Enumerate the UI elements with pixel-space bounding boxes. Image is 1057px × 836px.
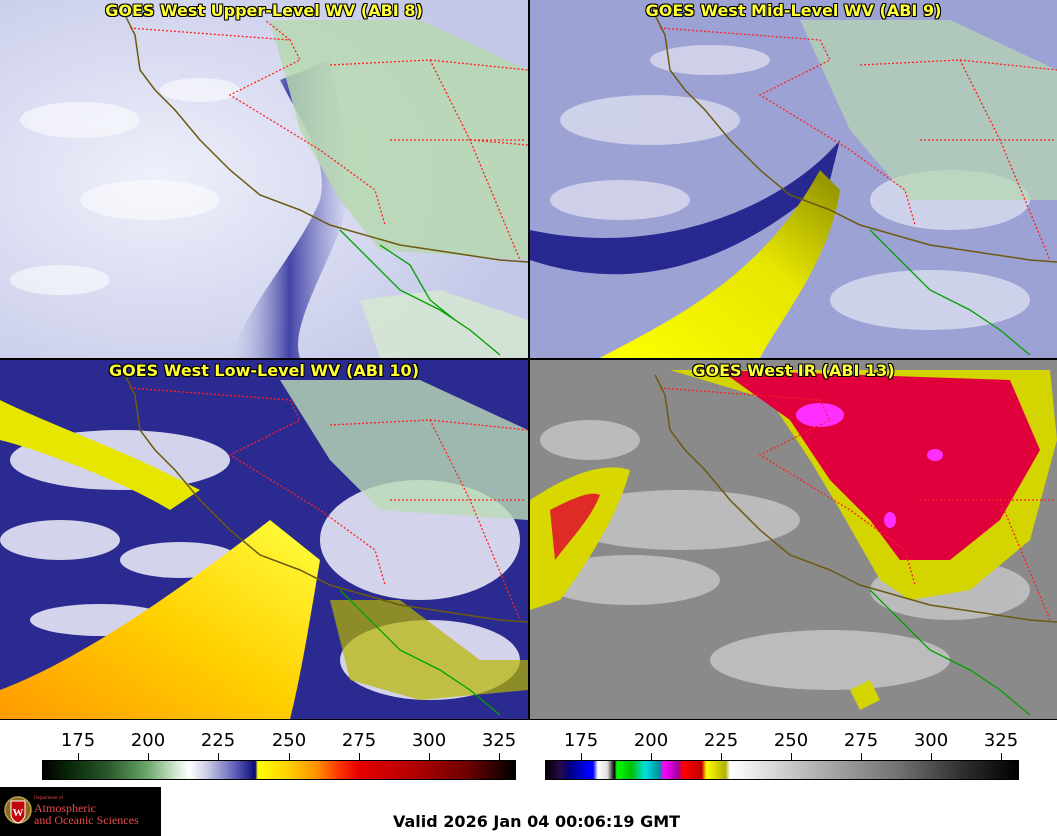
ir-tick-mark <box>931 753 932 761</box>
ir-tick-label: 175 <box>563 730 599 751</box>
ir-imagery <box>530 360 1057 719</box>
panel-low-level-wv: GOES West Low-Level WV (ABI 10) <box>0 360 528 719</box>
ir-tick-label: 250 <box>773 730 809 751</box>
valid-time: Valid 2026 Jan 04 00:06:19 GMT <box>393 812 681 831</box>
svg-text:W: W <box>13 807 24 819</box>
wv-tick-label: 300 <box>411 730 447 751</box>
logo-department-text: Department of <box>34 796 64 801</box>
wv-tick-mark <box>429 753 430 761</box>
ir-tick-mark <box>721 753 722 761</box>
ir-tick-label: 200 <box>633 730 669 751</box>
wv-tick-mark <box>499 753 500 761</box>
ir-tick-mark <box>1001 753 1002 761</box>
panel-divider-horizontal <box>0 358 1057 360</box>
ir-tick-mark <box>791 753 792 761</box>
ir-tick-mark <box>651 753 652 761</box>
ir-tick-label: 275 <box>843 730 879 751</box>
wv-tick-label: 325 <box>481 730 517 751</box>
logo-name-line2: and Oceanic Sciences <box>34 813 139 827</box>
wv-tick-mark <box>78 753 79 761</box>
panel-ir: GOES West IR (ABI 13) <box>530 360 1057 719</box>
panel-title: GOES West IR (ABI 13) <box>692 361 895 380</box>
mid-wv-imagery <box>530 0 1057 358</box>
ir-tick-label: 325 <box>983 730 1019 751</box>
ir-tick-label: 300 <box>913 730 949 751</box>
wv-tick-label: 275 <box>341 730 377 751</box>
logo-name-line1: Atmospheric <box>34 801 96 815</box>
ir-tick-mark <box>861 753 862 761</box>
wv-tick-label: 175 <box>60 730 96 751</box>
ir-tick-label: 225 <box>703 730 739 751</box>
panel-title: GOES West Mid-Level WV (ABI 9) <box>645 1 942 20</box>
wv-tick-label: 200 <box>130 730 166 751</box>
wv-tick-mark <box>218 753 219 761</box>
low-wv-imagery <box>0 360 528 719</box>
ir-tick-mark <box>581 753 582 761</box>
upper-wv-imagery <box>0 0 528 358</box>
wv-tick-mark <box>359 753 360 761</box>
uw-crest-icon: W <box>4 796 32 824</box>
ir-colorbar <box>545 760 1019 780</box>
panel-divider-vertical <box>528 0 530 720</box>
wv-tick-label: 250 <box>271 730 307 751</box>
panel-upper-level-wv: GOES West Upper-Level WV (ABI 8) <box>0 0 528 358</box>
panel-mid-level-wv: GOES West Mid-Level WV (ABI 9) <box>530 0 1057 358</box>
wv-tick-mark <box>289 753 290 761</box>
panel-title: GOES West Low-Level WV (ABI 10) <box>108 361 419 380</box>
aos-logo[interactable]: W Department of Atmospheric and Oceanic … <box>0 787 161 836</box>
panel-bottom-border <box>0 719 1057 720</box>
wv-tick-mark <box>148 753 149 761</box>
panel-title: GOES West Upper-Level WV (ABI 8) <box>105 1 423 20</box>
wv-tick-label: 225 <box>200 730 236 751</box>
wv-colorbar <box>42 760 516 780</box>
